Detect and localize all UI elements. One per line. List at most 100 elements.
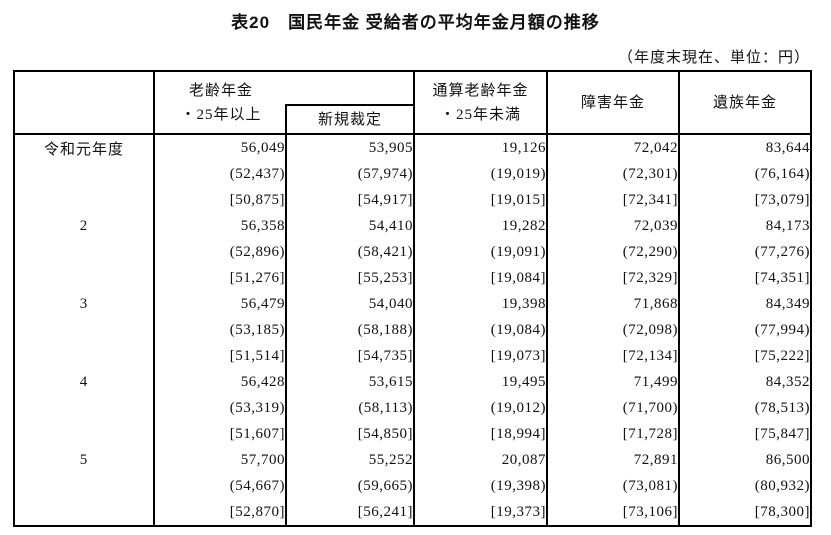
value-cell: (58,188) <box>285 317 414 343</box>
value-cell: (58,113) <box>285 395 414 421</box>
year-label-cell <box>13 421 154 447</box>
table-row: 5 57,700 55,252 20,087 72,891 86,500 <box>13 447 811 473</box>
value-cell: (71,700) <box>546 395 679 421</box>
header-survivor: 遺族年金 <box>678 71 811 135</box>
value-cell: [73,106] <box>546 499 679 526</box>
value-cell: (72,301) <box>546 161 679 187</box>
newly-awarded-label: 新規裁定 <box>317 111 382 128</box>
total-old-age-line1: 通算老齢年金 <box>432 82 529 99</box>
value-cell: (72,098) <box>546 317 679 343</box>
value-cell: 54,040 <box>285 291 414 317</box>
value-cell: [52,870] <box>153 499 286 526</box>
value-cell: [19,373] <box>413 499 547 526</box>
year-label-cell: 2 <box>13 213 154 239</box>
old-age-header-wrap: 老齢年金 ・25年以上 新規裁定 <box>155 72 413 133</box>
header-old-age-pension: 老齢年金 ・25年以上 新規裁定 <box>153 71 414 135</box>
year-label-cell <box>13 187 154 213</box>
value-cell: 19,495 <box>413 369 547 395</box>
value-cell: (19,084) <box>413 317 547 343</box>
table-row: (53,319) (58,113) (19,012) (71,700) (78,513) <box>13 395 811 421</box>
value-cell: 56,428 <box>153 369 286 395</box>
value-cell: 20,087 <box>413 447 547 473</box>
value-cell: [51,276] <box>153 265 286 291</box>
table-row: [51,607] [54,850] [18,994] [71,728] [75,847] <box>13 421 811 447</box>
survivor-label: 遺族年金 <box>712 94 777 111</box>
newly-awarded-box: 新規裁定 <box>285 104 413 133</box>
value-cell: (57,974) <box>285 161 414 187</box>
year-label-cell: 4 <box>13 369 154 395</box>
value-cell: (58,421) <box>285 239 414 265</box>
value-cell: (52,896) <box>153 239 286 265</box>
year-label-cell <box>13 499 154 526</box>
header-year-blank <box>13 71 154 135</box>
value-cell: 53,615 <box>285 369 414 395</box>
value-cell: [72,329] <box>546 265 679 291</box>
year-label-cell: 3 <box>13 291 154 317</box>
disability-label: 障害年金 <box>580 94 645 111</box>
year-label-cell: 令和元年度 <box>13 134 154 161</box>
table-row: (52,896) (58,421) (19,091) (72,290) (77,276) <box>13 239 811 265</box>
value-cell: [73,079] <box>678 187 811 213</box>
value-cell: [72,341] <box>546 187 679 213</box>
value-cell: [51,607] <box>153 421 286 447</box>
value-cell: [72,134] <box>546 343 679 369</box>
value-cell: [19,084] <box>413 265 547 291</box>
value-cell: [56,241] <box>285 499 414 526</box>
value-cell: (54,667) <box>153 473 286 499</box>
value-cell: 71,868 <box>546 291 679 317</box>
value-cell: 84,352 <box>678 369 811 395</box>
table-row: 4 56,428 53,615 19,495 71,499 84,352 <box>13 369 811 395</box>
value-cell: 72,042 <box>546 134 679 161</box>
value-cell: [71,728] <box>546 421 679 447</box>
year-label-cell: 5 <box>13 447 154 473</box>
value-cell: [75,222] <box>678 343 811 369</box>
value-cell: (53,319) <box>153 395 286 421</box>
table-row: 3 56,479 54,040 19,398 71,868 84,349 <box>13 291 811 317</box>
old-age-line1: 老齢年金 <box>188 82 253 99</box>
old-age-line2: ・25年以上 <box>180 106 262 123</box>
value-cell: 19,398 <box>413 291 547 317</box>
pension-table: 老齢年金 ・25年以上 新規裁定 通算老齢年金 ・25年未満 障害年金 遺族年金… <box>13 70 812 527</box>
table-header: 老齢年金 ・25年以上 新規裁定 通算老齢年金 ・25年未満 障害年金 遺族年金 <box>13 71 811 135</box>
year-label-cell <box>13 317 154 343</box>
value-cell: [54,850] <box>285 421 414 447</box>
header-disability: 障害年金 <box>546 71 679 135</box>
table-row: (54,667) (59,665) (19,398) (73,081) (80,932) <box>13 473 811 499</box>
year-label-cell <box>13 473 154 499</box>
table-row: [51,514] [54,735] [19,073] [72,134] [75,222] <box>13 343 811 369</box>
year-label-cell <box>13 265 154 291</box>
value-cell: (76,164) <box>678 161 811 187</box>
value-cell: (72,290) <box>546 239 679 265</box>
table-row: (53,185) (58,188) (19,084) (72,098) (77,994) <box>13 317 811 343</box>
value-cell: 19,126 <box>413 134 547 161</box>
value-cell: 71,499 <box>546 369 679 395</box>
value-cell: [51,514] <box>153 343 286 369</box>
value-cell: 19,282 <box>413 213 547 239</box>
value-cell: 72,891 <box>546 447 679 473</box>
value-cell: (19,398) <box>413 473 547 499</box>
table-row: [52,870] [56,241] [19,373] [73,106] [78,300] <box>13 499 811 526</box>
unit-note: （年度末現在、単位：円） <box>617 50 810 66</box>
old-age-pension-label: 老齢年金 ・25年以上 <box>155 72 287 133</box>
value-cell: [54,917] <box>285 187 414 213</box>
value-cell: [54,735] <box>285 343 414 369</box>
table-row: (52,437) (57,974) (19,019) (72,301) (76,164) <box>13 161 811 187</box>
value-cell: [18,994] <box>413 421 547 447</box>
value-cell: [19,073] <box>413 343 547 369</box>
value-cell: 84,173 <box>678 213 811 239</box>
value-cell: 56,358 <box>153 213 286 239</box>
year-label-cell <box>13 239 154 265</box>
year-label-cell <box>13 395 154 421</box>
value-cell: (77,276) <box>678 239 811 265</box>
table-row: [50,875] [54,917] [19,015] [72,341] [73,079] <box>13 187 811 213</box>
value-cell: (19,019) <box>413 161 547 187</box>
value-cell: (53,185) <box>153 317 286 343</box>
value-cell: (77,994) <box>678 317 811 343</box>
value-cell: (78,513) <box>678 395 811 421</box>
value-cell: 84,349 <box>678 291 811 317</box>
header-total-old-age: 通算老齢年金 ・25年未満 <box>413 71 547 135</box>
header-row: 老齢年金 ・25年以上 新規裁定 通算老齢年金 ・25年未満 障害年金 遺族年金 <box>13 71 811 135</box>
value-cell: [55,253] <box>285 265 414 291</box>
value-cell: 72,039 <box>546 213 679 239</box>
